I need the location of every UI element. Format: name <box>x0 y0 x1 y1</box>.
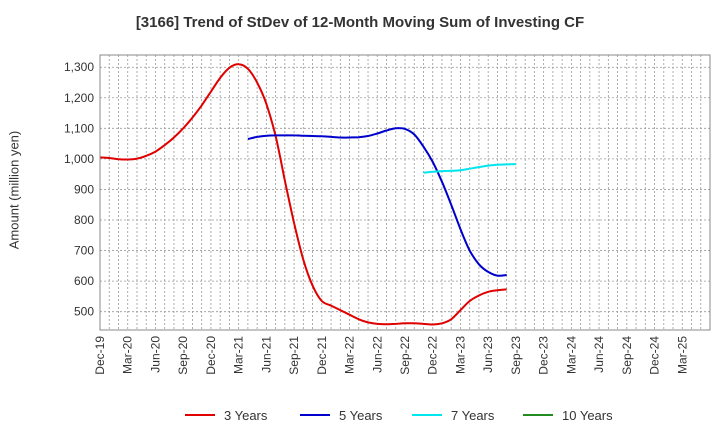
series-lines <box>99 63 516 326</box>
legend-label: 5 Years <box>339 408 383 423</box>
legend: 3 Years 5 Years 7 Years 10 Years <box>185 408 613 423</box>
legend-label: 10 Years <box>562 408 613 423</box>
y-tick-label: 1,300 <box>64 60 94 74</box>
legend-label: 3 Years <box>224 408 268 423</box>
x-tick-label: Sep-20 <box>176 336 190 375</box>
plot-frame <box>99 54 711 331</box>
y-tick-label: 900 <box>74 182 94 196</box>
y-tick-label: 700 <box>74 244 94 258</box>
x-tick-label: Dec-20 <box>204 336 218 375</box>
x-tick-label: Mar-23 <box>453 336 467 374</box>
x-tick-label: Jun-24 <box>592 336 606 373</box>
x-tick-label: Dec-19 <box>93 336 107 375</box>
x-tick-label: Jun-23 <box>481 336 495 373</box>
x-tick-label: Mar-22 <box>343 336 357 374</box>
x-tick-label: Dec-22 <box>426 336 440 375</box>
chart-title: [3166] Trend of StDev of 12-Month Moving… <box>135 14 585 31</box>
x-axis-ticks: Dec-19 Mar-20 Jun-20 Sep-20 Dec-20 Mar-21 Jun-… <box>93 336 689 375</box>
y-tick-label: 1,200 <box>64 91 94 105</box>
x-tick-label: Sep-23 <box>509 336 523 375</box>
series-line-3-years <box>99 63 507 326</box>
y-tick-label: 600 <box>74 274 94 288</box>
y-tick-label: 1,100 <box>64 121 94 135</box>
series-line-5-years <box>247 127 507 277</box>
y-tick-label: 500 <box>74 305 94 319</box>
x-tick-label: Sep-22 <box>398 336 412 375</box>
x-tick-label: Jun-21 <box>259 336 273 373</box>
x-tick-label: Jun-20 <box>148 336 162 373</box>
x-tick-label: Sep-21 <box>287 336 301 375</box>
y-tick-label: 800 <box>74 213 94 227</box>
x-tick-label: Dec-23 <box>537 336 551 375</box>
x-tick-label: Mar-24 <box>564 336 578 374</box>
x-tick-label: Dec-24 <box>648 336 662 375</box>
series-line-7-years <box>423 163 516 174</box>
y-tick-label: 1,000 <box>64 152 94 166</box>
x-tick-label: Mar-25 <box>675 336 689 374</box>
x-tick-label: Sep-24 <box>620 336 634 375</box>
x-tick-label: Mar-21 <box>232 336 246 374</box>
x-tick-label: Jun-22 <box>370 336 384 373</box>
x-tick-label: Mar-20 <box>121 336 135 374</box>
y-axis-ticks: 500 600 700 800 900 1,000 1,100 1,200 1,300 <box>64 60 94 318</box>
legend-label: 7 Years <box>451 408 495 423</box>
x-tick-label: Dec-21 <box>315 336 329 375</box>
